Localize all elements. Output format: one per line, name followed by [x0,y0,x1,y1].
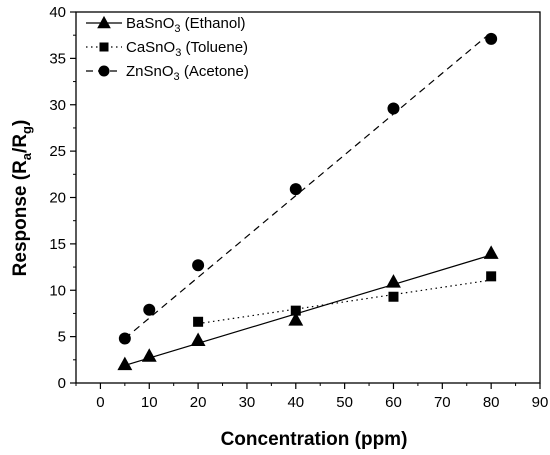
x-tick-label: 0 [96,394,104,411]
legend-marker-triangle [97,15,111,29]
x-tick-label: 40 [287,394,304,411]
x-tick-label: 30 [239,394,256,411]
fit-lines [124,31,492,366]
legend-label-suffix: (Toluene) [181,39,248,56]
y-axis-title-prefix: Response (R [10,160,31,276]
y-axis-title-sub-a: a [19,152,34,160]
legend-label-main: ZnSnO [126,63,174,80]
data-point-square [290,305,301,316]
data-point-square [486,271,497,282]
data-point-circle [387,102,400,115]
legend-label-suffix: (Ethanol) [181,15,246,32]
data-point-triangle [190,332,206,347]
data-markers [117,32,499,371]
legend-marker-square [99,42,109,52]
x-tick-label: 50 [336,394,353,411]
y-tick-label: 30 [49,97,66,114]
y-axis-title-mid: /R [10,134,31,153]
fit-line-circle [124,31,492,339]
x-tick-label: 80 [483,394,500,411]
data-point-triangle [117,356,133,371]
data-point-circle [143,303,156,316]
data-point-circle [118,332,131,345]
fit-line-triangle [124,254,492,366]
legend-label-subscript: 3 [174,23,180,35]
x-tick-label: 10 [141,394,158,411]
legend-label-suffix: (Acetone) [180,63,249,80]
legend-label: ZnSnO3 (Acetone) [126,63,249,83]
legend-label: CaSnO3 (Toluene) [126,39,248,59]
y-axis-ticks: 0 5 10 15 20 25 30 35 40 [49,4,76,392]
legend-marker-circle [98,65,110,77]
legend-label-main: CaSnO [126,39,175,56]
legend-label: BaSnO3 (Ethanol) [126,15,246,35]
y-tick-label: 35 [49,50,66,67]
y-tick-label: 0 [58,375,66,392]
data-point-circle [289,183,302,196]
x-tick-label: 60 [385,394,402,411]
data-point-triangle [141,348,157,362]
fit-line-square [198,279,492,325]
x-tick-label: 90 [532,394,549,411]
y-tick-label: 10 [49,282,66,299]
data-point-circle [192,259,205,272]
legend-label-main: BaSnO [126,15,174,32]
legend: BaSnO3 (Ethanol)CaSnO3 (Toluene)ZnSnO3 (… [86,15,249,83]
data-point-triangle [288,312,304,326]
x-tick-label: 20 [190,394,207,411]
y-tick-label: 40 [49,4,66,21]
legend-label-subscript: 3 [174,71,180,83]
y-tick-label: 5 [58,329,66,346]
data-point-square [193,316,204,327]
data-point-triangle [483,245,499,259]
legend-label-subscript: 3 [175,47,181,59]
y-tick-label: 20 [49,190,66,207]
y-axis-title-sub-g: g [19,126,34,134]
x-axis-ticks: 0 10 20 30 40 50 60 70 80 90 [75,383,549,411]
y-axis-title: Response (Ra/Rg) [10,120,34,277]
x-axis-title: Concentration (ppm) [221,429,408,450]
data-point-triangle [386,274,401,288]
data-point-square [388,291,399,302]
data-point-circle [485,32,498,45]
y-axis-title-suffix: ) [10,120,31,126]
y-tick-label: 25 [49,143,66,160]
x-tick-label: 70 [434,394,451,411]
y-tick-label: 15 [49,236,66,253]
